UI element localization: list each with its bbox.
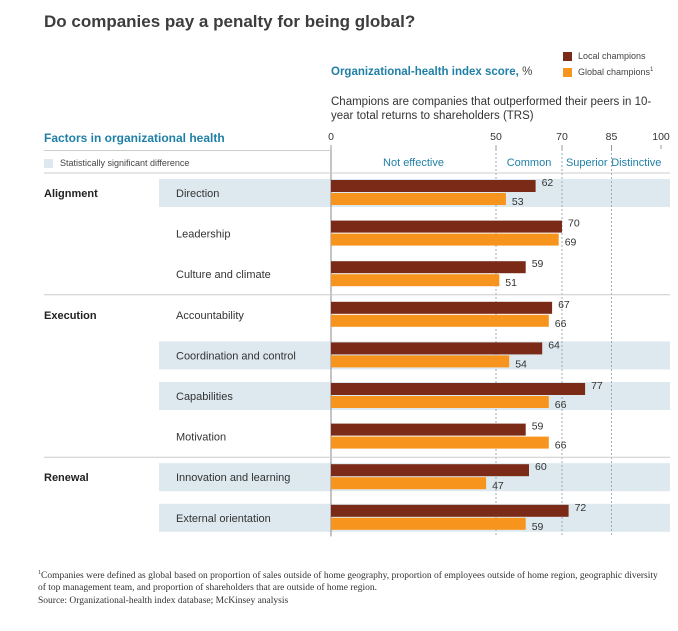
category-label: Innovation and learning: [176, 472, 290, 484]
x-tick-label: 100: [652, 131, 670, 143]
legend-global-text: Global champions: [578, 67, 651, 77]
value-label-local: 59: [532, 421, 544, 433]
category-label: External orientation: [176, 513, 271, 525]
x-tick-label: 70: [556, 131, 568, 143]
value-label-local: 72: [575, 502, 587, 514]
legend-local-label: Local champions: [578, 51, 646, 61]
category-label: Coordination and control: [176, 350, 296, 362]
source-note: Source: Organizational-health index data…: [38, 596, 289, 606]
legend-local-swatch: [563, 52, 572, 61]
bar-global: [331, 193, 506, 205]
value-label-global: 53: [512, 196, 524, 208]
value-label-global: 66: [555, 399, 567, 411]
value-label-global: 59: [532, 521, 544, 533]
band-label: Superior: [566, 157, 608, 169]
value-label-global: 69: [565, 237, 577, 249]
value-label-global: 66: [555, 318, 567, 330]
group-label: Alignment: [44, 188, 98, 200]
bar-local: [331, 301, 553, 314]
band-label: Not effective: [383, 157, 444, 169]
index-heading: Organizational-health index score, %: [331, 66, 532, 78]
bar-local: [331, 180, 536, 192]
value-label-local: 67: [558, 299, 570, 311]
value-label-local: 60: [535, 461, 547, 473]
bar-global: [331, 396, 549, 408]
significance-label: Statistically significant difference: [60, 158, 190, 168]
x-tick-label: 50: [490, 131, 502, 143]
legend-global-swatch: [563, 68, 572, 77]
group-label: Execution: [44, 310, 97, 322]
value-label-global: 66: [555, 440, 567, 452]
value-label-local: 62: [542, 177, 554, 189]
band-label: Common: [507, 157, 552, 169]
factors-divider: [44, 150, 330, 151]
value-label-global: 54: [515, 358, 527, 370]
footnote-text: Companies were defined as global based o…: [38, 571, 658, 593]
value-label-local: 70: [568, 218, 580, 230]
x-tick-label: 85: [606, 131, 618, 143]
footnote-mark: 1: [38, 570, 41, 576]
x-tick-label: 0: [328, 131, 334, 143]
bar-local: [331, 342, 543, 355]
value-label-global: 51: [505, 277, 517, 289]
bar-global: [331, 477, 487, 490]
value-label-local: 77: [591, 380, 603, 392]
bar-global: [331, 314, 549, 327]
bar-global: [331, 355, 510, 368]
index-heading-title: Organizational-health index score,: [331, 66, 519, 78]
bar-local: [331, 220, 562, 233]
bar-local: [331, 464, 529, 477]
value-label-local: 64: [548, 339, 560, 351]
factors-heading: Factors in organizational health: [44, 131, 225, 145]
bar-local: [331, 504, 569, 517]
value-label-local: 59: [532, 258, 544, 270]
bar-local: [331, 383, 586, 395]
bar-global: [331, 233, 559, 246]
group-label: Renewal: [44, 472, 89, 484]
bar-local: [331, 423, 526, 436]
bar-chart: 0 50 70 85 100 Not effective Common Superior Dis…: [44, 131, 670, 537]
footnote: 1Companies were defined as global based …: [38, 568, 658, 594]
bar-global: [331, 517, 526, 530]
value-label-global: 47: [492, 480, 504, 492]
bar-local: [331, 261, 526, 274]
category-label: Motivation: [176, 432, 226, 444]
category-label: Leadership: [176, 229, 230, 241]
bar-global: [331, 274, 500, 287]
category-label: Accountability: [176, 310, 244, 322]
category-label: Capabilities: [176, 391, 233, 403]
legend-global-label: Global champions1: [578, 67, 653, 77]
significance-swatch: [44, 159, 53, 168]
category-label: Culture and climate: [176, 269, 271, 281]
chart-title: Do companies pay a penalty for being glo…: [44, 12, 416, 31]
legend-global-footnote-mark: 1: [650, 67, 654, 73]
bar-global: [331, 436, 549, 449]
category-label: Direction: [176, 188, 219, 200]
index-heading-unit: %: [518, 66, 533, 78]
champions-note: Champions are companies that outperforme…: [331, 96, 652, 122]
band-label: Distinctive: [611, 157, 661, 169]
